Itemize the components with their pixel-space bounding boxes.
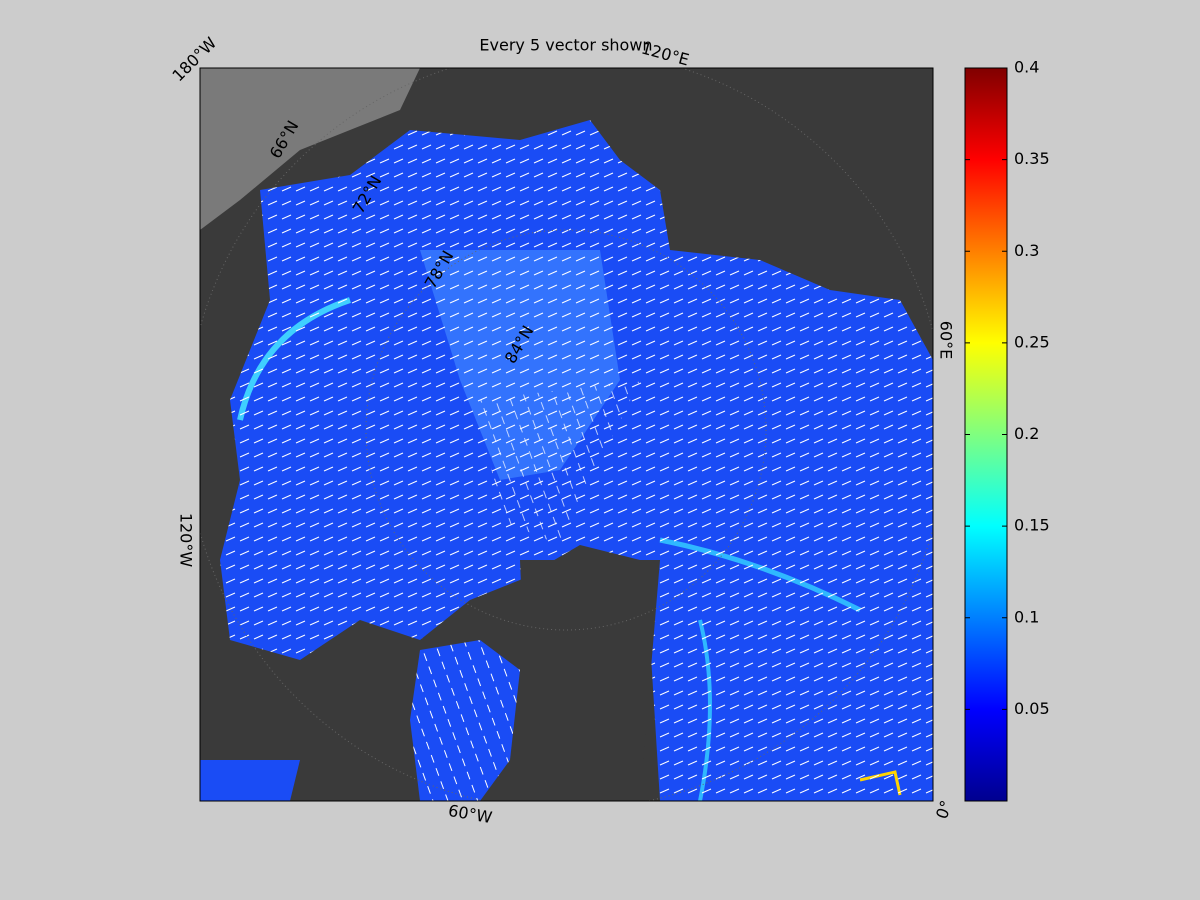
colorbar-tick-label: 0.2 <box>1014 424 1039 443</box>
map-label: 0° <box>932 798 956 822</box>
colorbar <box>964 67 1008 802</box>
colorbar-tick-label: 0.25 <box>1014 332 1050 351</box>
map-title: Every 5 vector shown <box>479 36 652 55</box>
map-label: 60°E <box>937 321 956 359</box>
colorbar-tick-label: 0.1 <box>1014 607 1039 626</box>
map <box>200 68 933 801</box>
map-label: 120°W <box>177 513 196 568</box>
colorbar-ticks: 0.05 0.1 0.15 0.2 0.25 0.3 0.35 0.4 <box>965 58 1050 718</box>
graticule <box>200 68 933 801</box>
colorbar-tick-label: 0.4 <box>1014 58 1039 77</box>
colorbar-tick-label: 0.05 <box>1014 699 1050 718</box>
colorbar-tick-label: 0.3 <box>1014 241 1039 260</box>
map-frame <box>199 67 934 802</box>
colorbar-tick-label: 0.35 <box>1014 149 1050 168</box>
colorbar-tick-label: 0.15 <box>1014 516 1050 535</box>
ocean <box>200 120 933 801</box>
outside-grid <box>200 68 420 230</box>
